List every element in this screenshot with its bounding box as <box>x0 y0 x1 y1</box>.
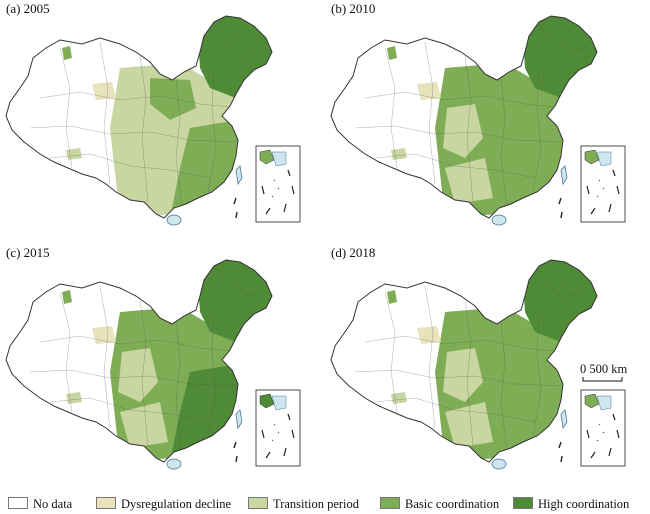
map-panel-2018: (d) 2018 <box>325 244 645 494</box>
panel-label: (d) 2018 <box>331 245 376 260</box>
legend-swatch <box>380 497 400 509</box>
legend: No data Dysregulation decline Transition… <box>0 494 650 514</box>
panel-label: (c) 2015 <box>6 245 50 260</box>
legend-item-high-coordination: High coordination <box>513 497 629 512</box>
legend-item-transition-period: Transition period <box>248 497 359 512</box>
map-panel-2015: (c) 2015 <box>0 244 320 494</box>
map-panel-2010: (b) 2010 <box>325 0 645 250</box>
legend-swatch <box>513 497 533 509</box>
scale-bar-label: 0 500 km <box>580 362 628 376</box>
panel-label: (a) 2005 <box>6 1 50 16</box>
legend-label: High coordination <box>538 497 630 511</box>
legend-label: Basic coordination <box>405 497 500 511</box>
legend-label: Dysregulation decline <box>121 497 232 511</box>
legend-item-dysregulation-decline: Dysregulation decline <box>96 497 231 512</box>
legend-label: Transition period <box>273 497 359 511</box>
legend-label: No data <box>33 497 73 511</box>
legend-swatch <box>248 497 268 509</box>
legend-swatch <box>96 497 116 509</box>
map-2018 <box>330 259 626 470</box>
map-2005 <box>5 15 301 226</box>
legend-item-basic-coordination: Basic coordination <box>380 497 499 512</box>
map-2010 <box>330 15 626 226</box>
legend-swatch <box>8 497 28 509</box>
scale-bar: 0 500 km <box>580 362 650 388</box>
map-panel-2005: (a) 2005 <box>0 0 320 250</box>
panel-label: (b) 2010 <box>331 1 376 16</box>
map-2015 <box>5 259 301 470</box>
legend-item-no-data: No data <box>8 497 72 512</box>
